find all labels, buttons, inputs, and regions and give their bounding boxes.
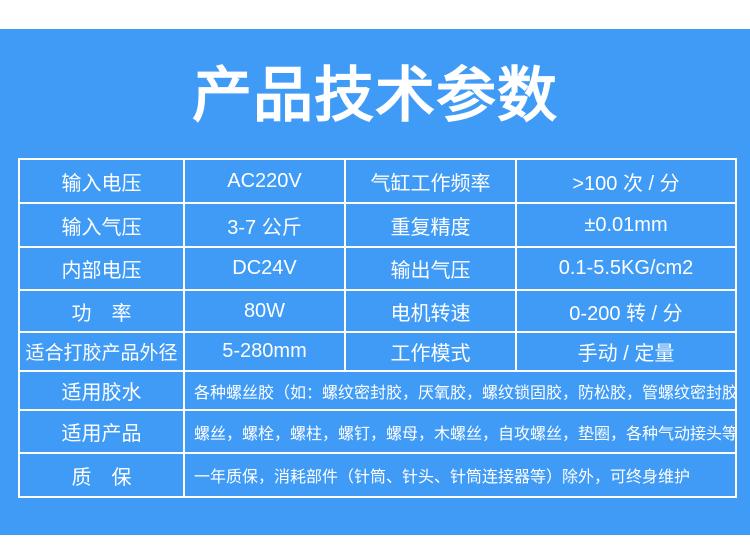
spec-label: 输出气压 [344, 246, 517, 291]
spec-label: 内部电压 [18, 246, 185, 291]
spec-value: 80W [183, 289, 346, 333]
spec-value: 3-7 公斤 [183, 202, 346, 248]
spec-label: 功 率 [18, 289, 185, 333]
spec-value: ±0.01mm [515, 202, 737, 248]
page-title: 产品技术参数 [192, 62, 558, 129]
spec-label: 输入气压 [18, 202, 185, 248]
spec-value: AC220V [183, 158, 346, 204]
spec-value: DC24V [183, 246, 346, 291]
spec-value-merged: 螺丝，螺栓，螺柱，螺钉，螺母，木螺丝，自攻螺丝，垫圈，各种气动接头等 [183, 409, 737, 454]
spec-value: 手动 / 定量 [515, 331, 737, 372]
table-row: 内部电压 DC24V 输出气压 0.1-5.5KG/cm2 [18, 246, 737, 291]
spec-label: 重复精度 [344, 202, 517, 248]
specs-table: 输入电压 AC220V 气缸工作频率 >100 次 / 分 输入气压 3-7 公… [18, 158, 737, 498]
spec-label: 适用产品 [18, 409, 185, 454]
spec-label: 适合打胶产品外径 [18, 331, 185, 372]
spec-label: 气缸工作频率 [344, 158, 517, 204]
spec-label: 质 保 [18, 452, 185, 498]
table-row: 质 保 一年质保，消耗部件（针筒、针头、针筒连接器等）除外，可终身维护 [18, 452, 737, 498]
table-row: 适用产品 螺丝，螺栓，螺柱，螺钉，螺母，木螺丝，自攻螺丝，垫圈，各种气动接头等 [18, 409, 737, 454]
spec-value-merged: 各种螺丝胶（如：螺纹密封胶，厌氧胶，螺纹锁固胶，防松胶，管螺纹密封胶） [183, 370, 737, 411]
table-row: 功 率 80W 电机转速 0-200 转 / 分 [18, 289, 737, 333]
spec-value: 0-200 转 / 分 [515, 289, 737, 333]
table-row: 适合打胶产品外径 5-280mm 工作模式 手动 / 定量 [18, 331, 737, 372]
spec-label: 输入电压 [18, 158, 185, 204]
spec-value: >100 次 / 分 [515, 158, 737, 204]
spec-value-merged: 一年质保，消耗部件（针筒、针头、针筒连接器等）除外，可终身维护 [183, 452, 737, 498]
table-row: 输入电压 AC220V 气缸工作频率 >100 次 / 分 [18, 158, 737, 204]
table-row: 适用胶水 各种螺丝胶（如：螺纹密封胶，厌氧胶，螺纹锁固胶，防松胶，管螺纹密封胶） [18, 370, 737, 411]
table-row: 输入气压 3-7 公斤 重复精度 ±0.01mm [18, 202, 737, 248]
spec-value: 0.1-5.5KG/cm2 [515, 246, 737, 291]
spec-value: 5-280mm [183, 331, 346, 372]
spec-label: 电机转速 [344, 289, 517, 333]
spec-label: 适用胶水 [18, 370, 185, 411]
spec-label: 工作模式 [344, 331, 517, 372]
